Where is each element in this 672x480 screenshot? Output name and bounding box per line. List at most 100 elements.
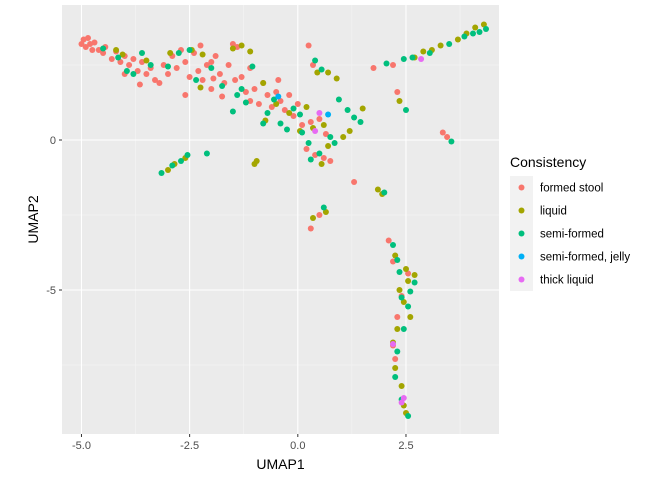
data-point [197,42,204,49]
data-point [123,68,130,74]
data-point [305,42,312,49]
data-point [316,110,323,116]
data-point [472,24,479,31]
data-point [307,119,314,125]
data-point [290,105,297,112]
data-point [216,71,223,77]
data-point [398,383,405,389]
data-point [426,50,433,56]
data-point [307,225,314,232]
data-point [134,68,141,74]
data-point [331,140,338,146]
data-point [271,96,277,103]
x-axis-ticks: -5.0 -2.5 0.0 2.5 [72,434,414,452]
data-point [400,299,407,305]
data-point [403,107,409,113]
data-point [253,158,260,164]
data-point [108,56,115,62]
data-point [396,269,403,275]
data-point [392,374,399,380]
data-point [203,150,210,157]
data-point [411,279,418,286]
data-point [374,186,381,193]
data-point [327,158,334,164]
data-point [303,146,310,152]
data-point [273,89,280,95]
data-point [225,62,232,68]
data-point [219,93,226,100]
data-point [307,156,314,163]
legend-key-point [518,207,525,214]
data-point [335,96,342,103]
data-point [210,75,217,82]
data-point [310,215,316,221]
data-point [193,77,200,83]
data-point [403,266,409,272]
data-point [405,270,412,277]
data-point [405,303,412,310]
data-point [344,107,351,113]
data-point [394,348,401,355]
data-point [247,48,254,55]
data-point [318,66,325,73]
data-point [320,122,327,128]
data-point [286,92,293,98]
data-point [325,69,332,76]
data-point [446,41,453,47]
data-point [407,314,414,320]
data-point [238,42,245,49]
data-point [195,68,202,74]
data-point [340,134,347,140]
data-point [405,278,412,284]
data-point [208,59,215,65]
data-point [394,314,401,320]
x-tick-label: 0.0 [290,440,305,452]
data-point [398,399,405,406]
data-points [78,21,489,419]
y-axis-ticks: -5 0 [46,135,62,297]
data-point [351,179,358,185]
data-point [297,111,303,118]
data-point [316,116,323,122]
data-point [312,128,319,134]
data-point [264,110,271,116]
data-point [290,113,297,119]
data-point [400,326,407,332]
data-point [294,101,301,107]
legend-key-point [518,230,525,237]
data-point [139,50,145,56]
data-point [275,93,282,100]
data-point [383,60,390,67]
data-point [169,162,176,169]
data-point [165,71,171,77]
data-point [229,45,236,52]
data-point [182,92,189,98]
data-point [381,189,388,196]
data-point [420,48,427,55]
data-point [480,21,487,28]
data-point [113,47,120,53]
data-point [143,71,150,77]
y-axis-title: UMAP2 [25,195,41,243]
data-point [418,56,425,62]
data-point [130,56,137,62]
data-point [320,204,327,211]
data-point [299,122,306,128]
data-point [400,395,407,401]
data-point [82,44,89,50]
data-point [249,63,256,70]
data-point [284,126,290,133]
data-point [476,29,483,35]
data-point [91,39,98,46]
data-point [186,47,193,53]
data-point [229,41,236,47]
data-point [318,161,325,167]
data-point [390,341,396,347]
data-point [286,110,293,116]
legend-key-point [518,184,525,191]
data-point [173,65,180,71]
data-point [411,272,418,278]
data-point [322,209,329,215]
data-point [208,86,215,92]
